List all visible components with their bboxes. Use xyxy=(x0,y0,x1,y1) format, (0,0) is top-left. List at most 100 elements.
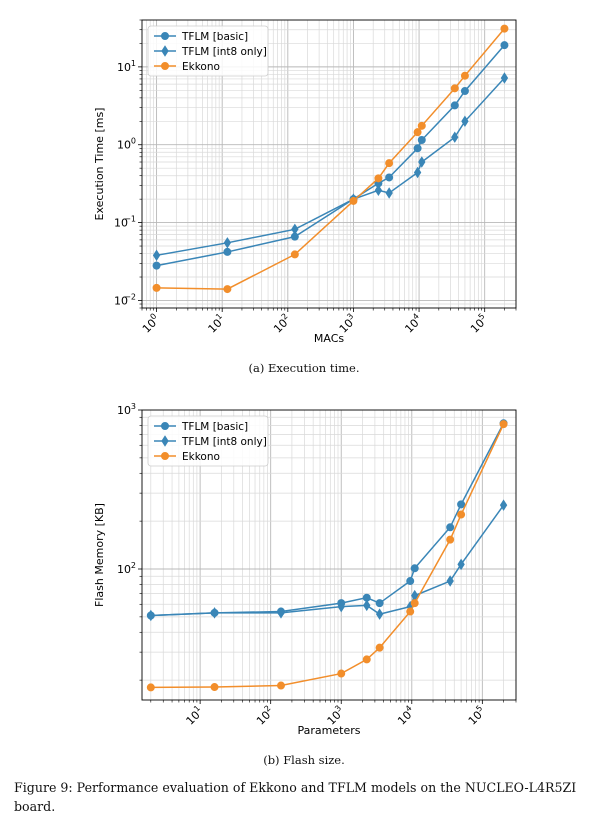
chart-a-y-axis-label: Execution Time [ms] xyxy=(93,108,106,221)
x-tick-label: 100 xyxy=(139,312,163,336)
chart-a-x-axis-label: MACs xyxy=(314,332,345,345)
data-point xyxy=(152,283,161,292)
data-point xyxy=(500,24,509,33)
data-point xyxy=(349,196,358,205)
x-tick-label: 101 xyxy=(204,312,228,336)
data-point xyxy=(147,609,155,622)
y-tick-label: 10 xyxy=(117,139,131,152)
data-point xyxy=(223,237,232,249)
data-point xyxy=(337,600,345,613)
x-tick-label: 105 xyxy=(467,312,491,336)
series-ekkono xyxy=(146,420,508,692)
chart-b-legend: TFLM [basic] TFLM [int8 only] Ekkono xyxy=(147,415,269,467)
legend-item: TFLM [int8 only] xyxy=(154,45,267,58)
data-point xyxy=(385,173,394,182)
data-point xyxy=(418,156,426,168)
legend-label: TFLM [int8 only] xyxy=(181,436,267,448)
chart-b-x-axis-label: Parameters xyxy=(298,724,361,737)
data-point xyxy=(210,607,219,619)
legend-item: TFLM [basic] xyxy=(154,421,248,433)
legend-label: TFLM [int8 only] xyxy=(181,46,267,58)
legend-item: Ekkono xyxy=(154,61,220,73)
data-point xyxy=(446,535,455,544)
data-point xyxy=(337,669,346,678)
data-point xyxy=(461,115,469,128)
data-point xyxy=(450,84,459,93)
data-point xyxy=(374,184,383,197)
y-tick-label: 10 xyxy=(117,563,131,576)
data-point xyxy=(457,510,466,519)
data-point xyxy=(410,564,419,573)
chart-b-subcaption: (b) Flash size. xyxy=(263,753,345,767)
data-point xyxy=(410,599,419,608)
data-point xyxy=(417,136,426,145)
data-point xyxy=(500,41,509,50)
data-point xyxy=(413,166,422,179)
data-point xyxy=(277,607,285,619)
chart-b-y-axis-label: Flash Memory [KB] xyxy=(93,503,106,607)
data-point xyxy=(152,249,161,262)
y-tick-label-exponent: −1 xyxy=(124,215,136,224)
y-tick-label-exponent: 2 xyxy=(131,561,136,570)
y-tick-label: 10 xyxy=(114,294,128,307)
data-point xyxy=(210,683,219,692)
data-point xyxy=(417,121,426,130)
data-point xyxy=(291,223,299,236)
data-point xyxy=(499,499,508,511)
series-tflm-int8-only xyxy=(152,72,509,262)
y-tick-label-exponent: 1 xyxy=(131,59,136,68)
legend-marker xyxy=(160,421,169,430)
legend-marker xyxy=(161,435,169,447)
data-point xyxy=(460,86,469,95)
x-tick-label: 105 xyxy=(464,704,488,728)
series-line xyxy=(156,44,506,267)
data-point xyxy=(385,187,393,199)
data-point xyxy=(375,599,384,608)
legend-item: TFLM [basic] xyxy=(154,31,248,43)
x-tick-label: 104 xyxy=(401,312,425,336)
data-point xyxy=(375,608,384,620)
data-point xyxy=(362,655,371,664)
y-tick-label-exponent: 0 xyxy=(131,137,136,146)
data-point xyxy=(460,71,469,80)
chart-a-axes-frame xyxy=(141,19,517,309)
legend-label: TFLM [basic] xyxy=(181,31,248,43)
data-point xyxy=(385,159,394,168)
legend-item: TFLM [int8 only] xyxy=(154,435,267,448)
data-point xyxy=(146,683,155,692)
x-tick-label: 102 xyxy=(253,704,277,728)
legend-label: TFLM [basic] xyxy=(181,421,248,433)
legend-marker xyxy=(161,45,169,57)
x-tick-label: 104 xyxy=(394,704,418,728)
data-point xyxy=(413,128,422,137)
chart-a-legend: TFLM [basic] TFLM [int8 only] Ekkono xyxy=(147,25,269,77)
series-ekkono xyxy=(152,24,509,294)
x-tick-label: 101 xyxy=(182,704,206,728)
data-point xyxy=(152,261,161,270)
legend-marker xyxy=(160,32,169,41)
y-tick-label: 10 xyxy=(114,217,128,230)
chart-b-axes-frame xyxy=(141,409,517,701)
data-point xyxy=(446,523,455,532)
series-tflm-int8-only xyxy=(147,499,508,622)
series-line xyxy=(150,504,505,617)
data-point xyxy=(457,500,466,509)
data-point xyxy=(413,144,422,153)
legend-marker xyxy=(160,62,169,71)
y-tick-label-exponent: 3 xyxy=(131,402,136,411)
figure-caption: Figure 9: Performance evaluation of Ekko… xyxy=(14,780,577,814)
chart-a-subcaption: (a) Execution time. xyxy=(249,361,360,375)
data-point xyxy=(499,420,508,429)
data-point xyxy=(375,643,384,652)
data-point xyxy=(276,681,285,690)
data-point xyxy=(406,607,415,616)
data-point xyxy=(457,558,465,571)
data-point xyxy=(446,575,454,587)
legend-box xyxy=(147,25,269,77)
legend-item: Ekkono xyxy=(154,451,220,463)
y-tick-label: 10 xyxy=(117,404,131,417)
data-point xyxy=(290,250,299,259)
